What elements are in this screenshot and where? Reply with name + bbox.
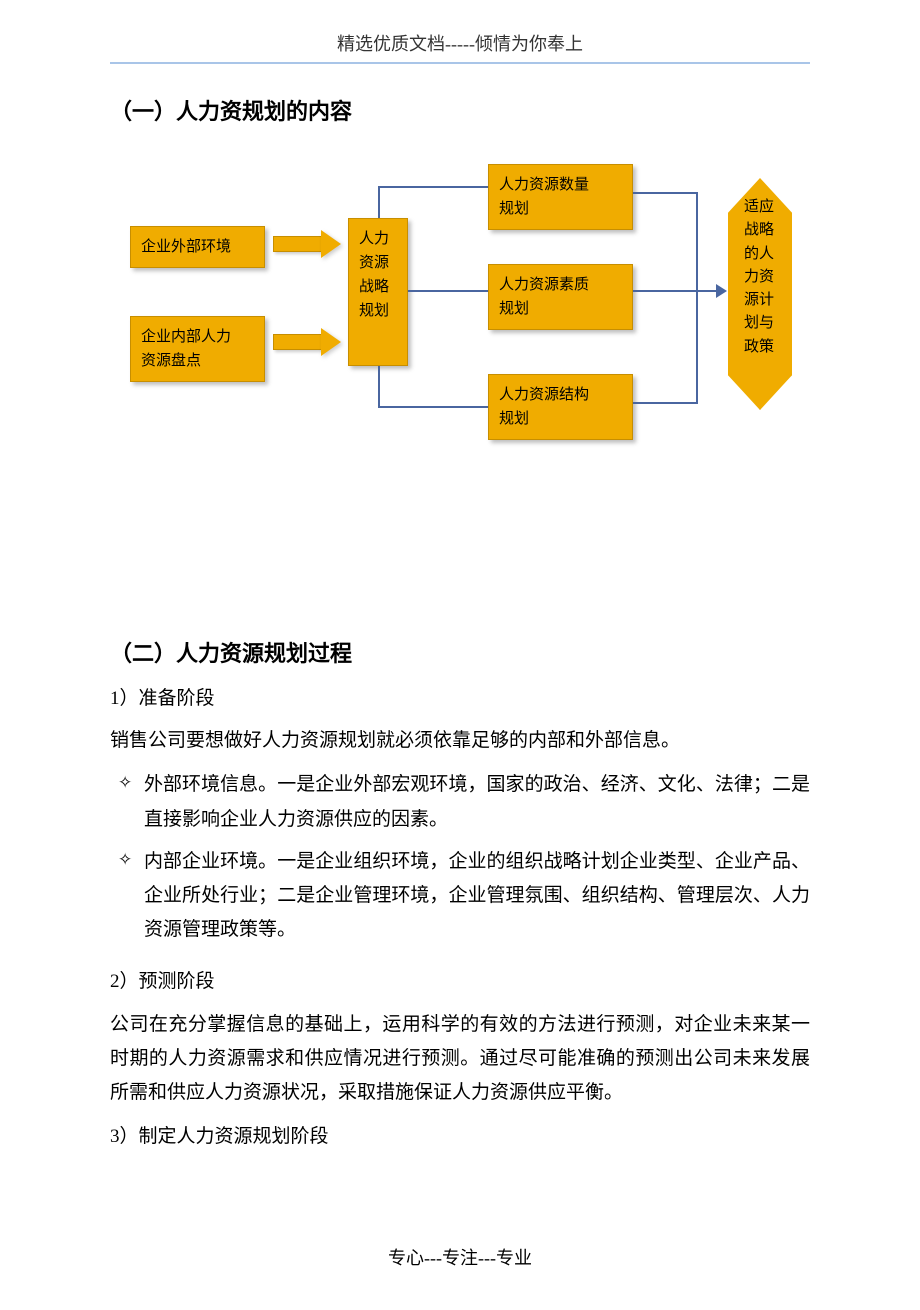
- stage3-num: 3）制定人力资源规划阶段: [110, 1120, 810, 1154]
- flow-diagram: 企业外部环境 企业内部人力 资源盘点 人力 资源 战略 规划: [120, 156, 820, 486]
- stage1-num: 1）准备阶段: [110, 682, 810, 716]
- stage1-intro: 销售公司要想做好人力资源规划就必须依靠足够的内部和外部信息。: [110, 724, 810, 758]
- box-ext-env: 企业外部环境: [130, 226, 265, 268]
- box-center-strategy: 人力 资源 战略 规划: [348, 218, 408, 366]
- box-int-hr-l2: 资源盘点: [141, 353, 201, 369]
- section-2-title: （二）人力资源规划过程: [110, 636, 810, 668]
- quality-l2: 规划: [499, 301, 529, 317]
- conn-r-bot-v: [696, 290, 698, 404]
- center-l3: 战略: [359, 279, 389, 295]
- center-l1: 人力: [359, 231, 389, 247]
- conn-top-h: [378, 186, 488, 188]
- box-int-hr-l1: 企业内部人力: [141, 329, 231, 345]
- arrow-hex-head: [716, 284, 727, 298]
- conn-bot-h: [378, 406, 488, 408]
- center-l2: 资源: [359, 255, 389, 271]
- box-struct: 人力资源结构 规划: [488, 374, 633, 440]
- conn-bot-v: [378, 366, 380, 408]
- conn-top-v: [378, 186, 380, 218]
- quality-l1: 人力资源素质: [499, 277, 589, 293]
- conn-r-bot: [633, 402, 698, 404]
- page-header: 精选优质文档-----倾情为你奉上: [110, 30, 810, 62]
- header-rule: [110, 62, 810, 64]
- box-int-hr: 企业内部人力 资源盘点: [130, 316, 265, 382]
- stage1-bullet1: 外部环境信息。一是企业外部宏观环境，国家的政治、经济、文化、法律；二是直接影响企…: [144, 768, 810, 836]
- conn-mid-h: [408, 290, 488, 292]
- box-ext-env-text: 企业外部环境: [141, 239, 231, 255]
- struct-l2: 规划: [499, 411, 529, 427]
- page-footer: 专心---专注---专业: [110, 1244, 810, 1270]
- hex-policy-text: 适应战略的人力资源计划与政策: [744, 196, 778, 359]
- struct-l1: 人力资源结构: [499, 387, 589, 403]
- center-l4: 规划: [359, 303, 389, 319]
- box-qty: 人力资源数量 规划: [488, 164, 633, 230]
- stage2-num: 2）预测阶段: [110, 965, 810, 999]
- conn-r-top-v: [696, 192, 698, 292]
- section-1-title: （一）人力资规划的内容: [110, 94, 810, 126]
- conn-r-top: [633, 192, 698, 194]
- conn-r-mid: [633, 290, 718, 292]
- box-quality: 人力资源素质 规划: [488, 264, 633, 330]
- qty-l1: 人力资源数量: [499, 177, 589, 193]
- hex-text-content: 适应战略的人力资源计划与政策: [744, 196, 778, 359]
- stage1-bullet2: 内部企业环境。一是企业组织环境，企业的组织战略计划企业类型、企业产品、企业所处行…: [144, 845, 810, 948]
- qty-l2: 规划: [499, 201, 529, 217]
- stage2-para: 公司在充分掌握信息的基础上，运用科学的有效的方法进行预测，对企业未来某一时期的人…: [110, 1008, 810, 1111]
